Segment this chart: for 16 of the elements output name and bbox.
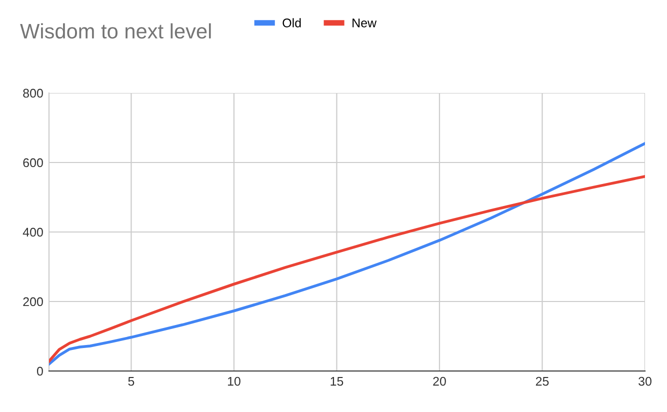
y-tick-label: 600 [23, 158, 43, 168]
legend-label: Old [282, 18, 301, 28]
x-tick-label: 30 [638, 376, 652, 386]
x-tick-label: 15 [330, 377, 344, 386]
x-tick-label: 5 [128, 377, 134, 386]
chart-title: Wisdom to next level [20, 23, 211, 39]
legend-label: New [352, 18, 377, 28]
y-tick-label: 200 [23, 297, 43, 306]
line-series [49, 142, 645, 366]
y-tick-label: 0 [36, 366, 43, 376]
line-series [49, 175, 645, 363]
x-tick-label: 20 [433, 376, 446, 386]
y-tick-label: 800 [23, 88, 43, 98]
x-tick-label: 25 [536, 376, 549, 386]
y-tick-label: 400 [22, 228, 43, 237]
x-tick-label: 10 [228, 376, 240, 386]
